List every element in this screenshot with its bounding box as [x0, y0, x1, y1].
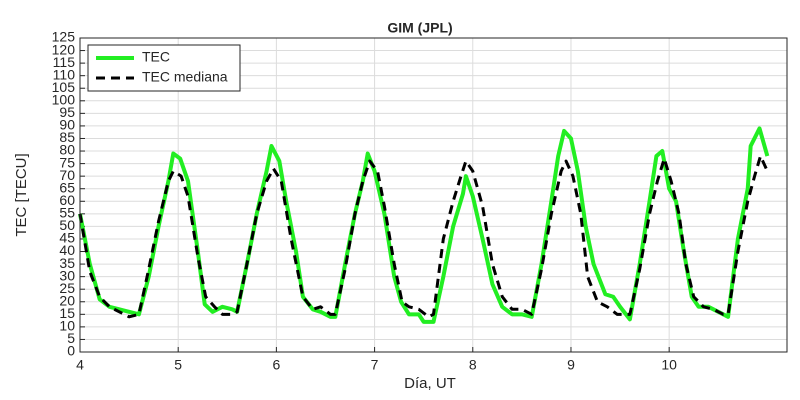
y-tick-label: 20 — [59, 292, 75, 308]
data-line — [78, 126, 770, 324]
y-tick-label: 55 — [59, 205, 75, 221]
y-tick-label: 5 — [67, 330, 75, 346]
y-tick-label: 100 — [52, 92, 76, 108]
x-tick-label: 8 — [469, 357, 477, 373]
x-tick-label: 9 — [567, 357, 575, 373]
y-tick-label: 120 — [52, 41, 76, 57]
legend-label: TEC — [142, 49, 170, 65]
y-tick-label: 80 — [59, 142, 75, 158]
chart-title: GIM (JPL) — [387, 20, 452, 36]
legend-box — [87, 44, 241, 92]
y-tick-label: 45 — [59, 230, 75, 246]
y-tick-label: 15 — [59, 305, 75, 321]
y-tick-label: 105 — [52, 79, 76, 95]
x-tick-label: 7 — [371, 357, 379, 373]
legend-label: TEC mediana — [142, 69, 228, 85]
y-tick-label: 50 — [59, 217, 75, 233]
y-tick-label: 70 — [59, 167, 75, 183]
y-tick-label: 75 — [59, 154, 75, 170]
y-tick-label: 0 — [67, 343, 75, 359]
x-tick-label: 6 — [272, 357, 280, 373]
y-tick-label: 65 — [59, 179, 75, 195]
y-tick-label: 110 — [53, 66, 76, 82]
y-tick-label: 85 — [59, 129, 75, 145]
y-tick-label: 90 — [59, 117, 75, 133]
y-tick-label: 95 — [59, 104, 75, 120]
x-axis-label: Día, UT — [404, 375, 456, 392]
y-tick-label: 25 — [59, 280, 75, 296]
x-tick-label: 10 — [661, 357, 677, 373]
y-axis-label: TEC [TECU] — [13, 153, 30, 236]
y-tick-label: 30 — [59, 267, 75, 283]
y-tick-label: 125 — [52, 29, 76, 45]
plot-frame — [79, 37, 788, 353]
x-tick-label: 5 — [174, 357, 182, 373]
y-tick-label: 60 — [59, 192, 75, 208]
x-tick-label: 4 — [76, 357, 84, 373]
y-tick-label: 35 — [59, 255, 75, 271]
y-tick-label: 40 — [59, 242, 75, 258]
y-tick-label: 10 — [59, 318, 75, 334]
y-tick-label: 115 — [53, 54, 76, 70]
data-line — [78, 154, 769, 319]
